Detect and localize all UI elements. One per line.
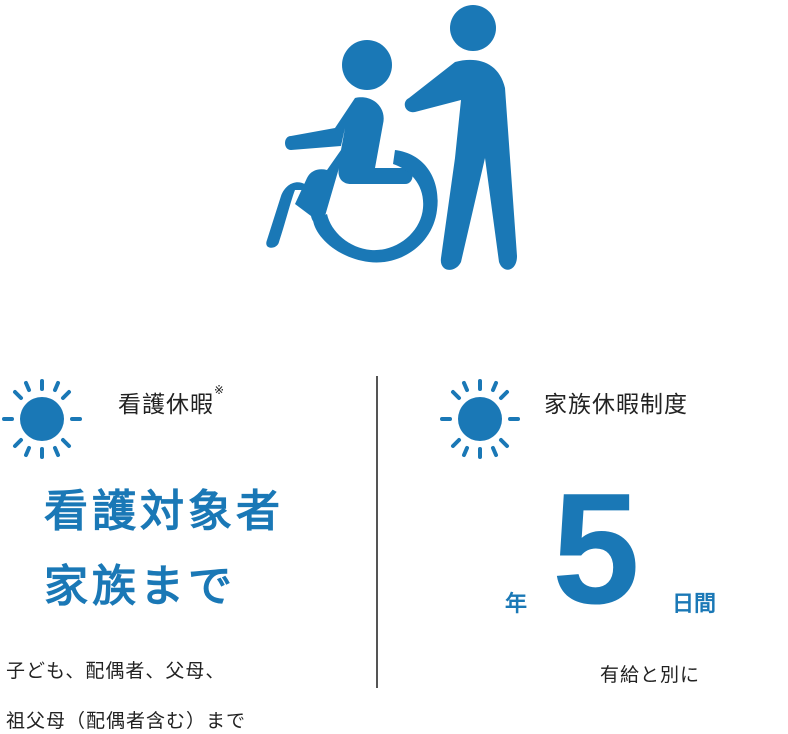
- nursing-scope-note-line1: 子ども、配偶者、父母、: [6, 660, 226, 682]
- nursing-leave-title: 看護休暇※: [118, 383, 226, 419]
- nursing-scope-note-line2: 祖父母（配偶者含む）まで: [6, 710, 247, 732]
- per-year-label: 年: [505, 592, 528, 617]
- section-divider: [376, 376, 378, 688]
- wheelchair-caregiver-icon: [266, 5, 517, 270]
- family-leave-title: 家族休暇制度: [544, 392, 688, 418]
- nursing-leave-note-mark: ※: [214, 383, 226, 397]
- nursing-scope-line2: 家族まで: [44, 561, 236, 612]
- nursing-leave-title-text: 看護休暇: [118, 392, 214, 418]
- family-leave-note: 有給と別に: [600, 664, 701, 686]
- sun-icon: [2, 379, 82, 459]
- leave-days-number: 5: [552, 461, 640, 637]
- sun-icon: [440, 379, 520, 459]
- days-unit-label: 日間: [672, 592, 717, 617]
- nursing-scope-line1: 看護対象者: [44, 486, 284, 537]
